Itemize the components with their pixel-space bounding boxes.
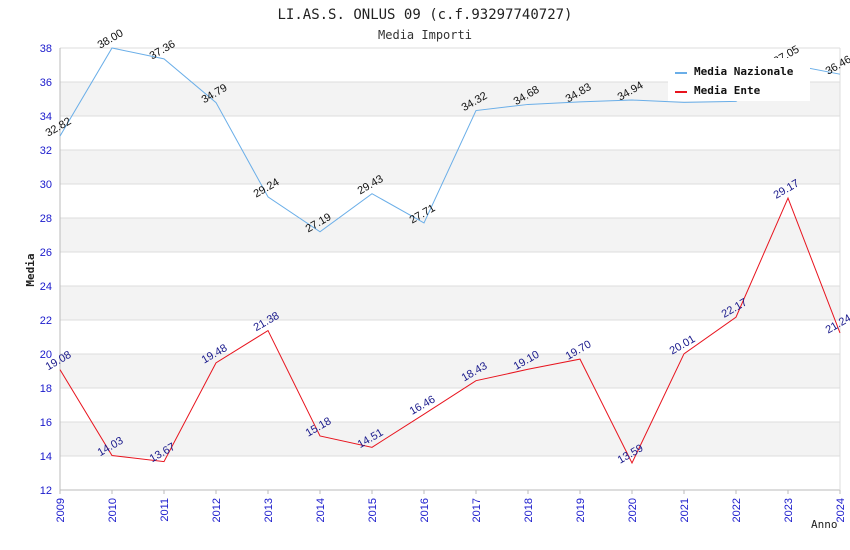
y-tick-label: 30 <box>40 179 52 191</box>
data-label-media-ente: 16.46 <box>408 394 438 418</box>
y-tick-label: 20 <box>40 349 52 361</box>
plot-band <box>60 354 840 388</box>
y-tick-label: 32 <box>40 145 52 157</box>
x-tick-label: 2024 <box>835 498 847 522</box>
y-tick-label: 24 <box>40 281 52 293</box>
y-tick-label: 16 <box>40 417 52 429</box>
y-tick-label: 14 <box>40 451 52 463</box>
series-line-media-ente <box>59 196 841 465</box>
x-tick-label: 2016 <box>419 498 431 522</box>
x-tick-label: 2017 <box>471 498 483 522</box>
x-tick-label: 2018 <box>523 498 535 522</box>
x-tick-label: 2011 <box>159 498 171 522</box>
legend-label-media-nazionale: Media Nazionale <box>694 65 794 78</box>
y-tick-label: 22 <box>40 315 52 327</box>
x-tick-label: 2020 <box>627 498 639 522</box>
x-tick-label: 2010 <box>107 498 119 522</box>
plot-band <box>60 422 840 456</box>
legend-box <box>668 58 810 101</box>
x-tick-label: 2022 <box>731 498 743 522</box>
x-tick-label: 2014 <box>315 498 327 522</box>
chart-subtitle: Media Importi <box>378 28 472 42</box>
y-tick-label: 18 <box>40 383 52 395</box>
x-tick-label: 2009 <box>55 498 67 522</box>
series-line-media-nazionale <box>59 47 841 233</box>
y-tick-label: 38 <box>40 43 52 55</box>
y-tick-labels: 12 14 16 18 20 22 24 26 28 30 32 34 36 38 <box>40 43 52 497</box>
y-tick-label: 28 <box>40 213 52 225</box>
legend: Media Nazionale Media Ente <box>668 58 810 101</box>
y-tick-label: 26 <box>40 247 52 259</box>
x-tick-label: 2019 <box>575 498 587 522</box>
y-tick-label: 12 <box>40 485 52 497</box>
x-tick-label: 2023 <box>783 498 795 522</box>
plot-band <box>60 218 840 252</box>
series-lines <box>59 47 841 465</box>
x-tick-label: 2015 <box>367 498 379 522</box>
y-tick-label: 36 <box>40 77 52 89</box>
plot-background-bands <box>60 82 840 456</box>
axes <box>59 48 841 491</box>
x-axis-label: Anno <box>811 518 838 531</box>
x-tick-label: 2021 <box>679 498 691 522</box>
legend-label-media-ente: Media Ente <box>694 84 761 97</box>
x-tick-label: 2013 <box>263 498 275 522</box>
x-tick-label: 2012 <box>211 498 223 522</box>
y-axis-label: Media <box>24 253 37 286</box>
y-tick-label: 34 <box>40 111 52 123</box>
chart-title: LI.AS.S. ONLUS 09 (c.f.93297740727) <box>277 7 572 23</box>
x-tick-labels: 2009 2010 2011 2012 2013 2014 2015 2016 2017 2018… <box>55 490 847 522</box>
plot-band <box>60 286 840 320</box>
